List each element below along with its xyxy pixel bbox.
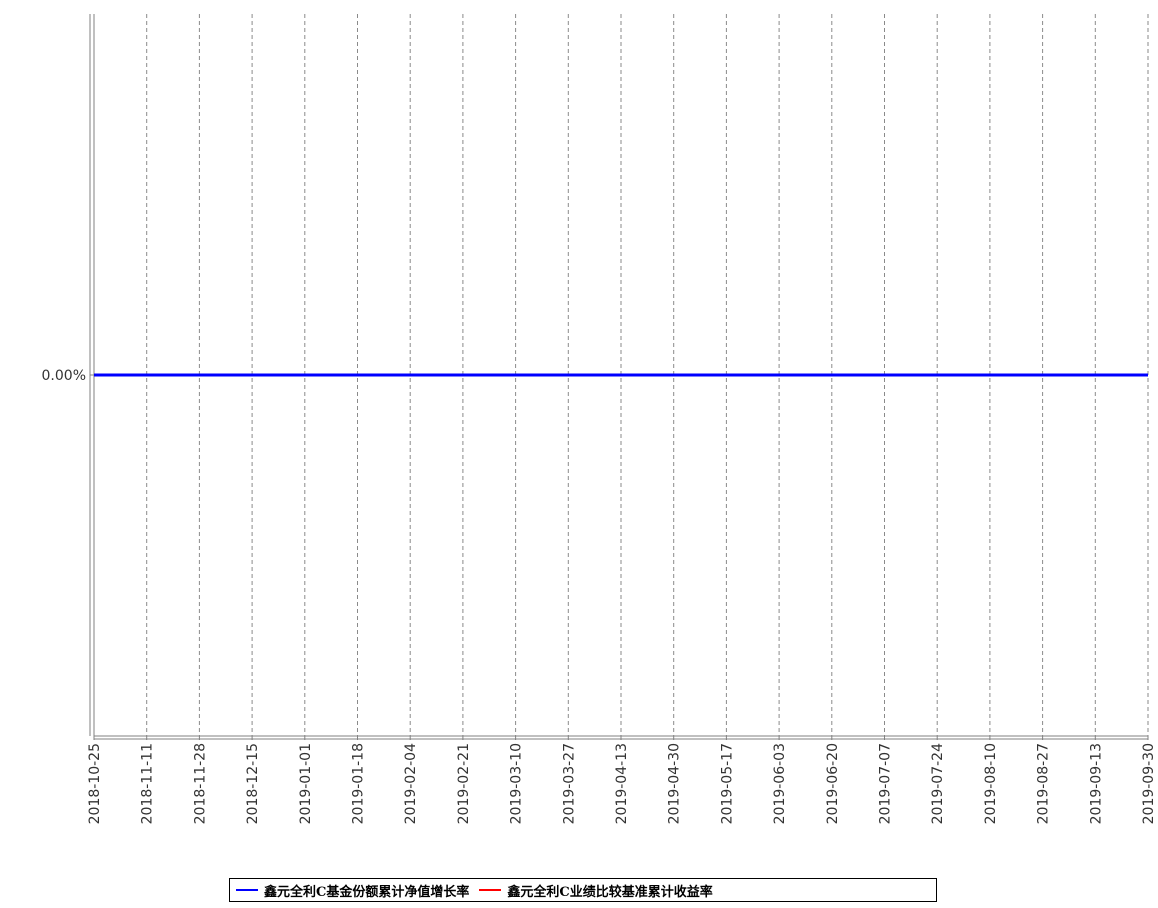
- x-tick-label: 2018-10-25: [87, 743, 103, 824]
- legend-label-nav-growth: 鑫元全利C基金份额累计净值增长率: [264, 884, 470, 900]
- x-tick-label: 2019-05-17: [719, 743, 735, 824]
- legend-swatch-red: [479, 889, 502, 891]
- x-tick-label: 2018-11-11: [140, 743, 156, 824]
- legend-label-benchmark: 鑫元全利C业绩比较基准累计收益率: [507, 884, 713, 900]
- x-tick-label: 2019-03-10: [509, 743, 525, 824]
- x-tick-label: 2019-01-18: [351, 743, 367, 824]
- x-tick-label: 2019-04-30: [667, 743, 683, 824]
- x-tick-label: 2019-06-03: [772, 743, 788, 824]
- x-tick-label: 2019-02-21: [456, 743, 472, 824]
- x-tick-label: 2019-08-10: [983, 743, 999, 824]
- x-tick-label: 2019-07-07: [878, 743, 894, 824]
- x-tick-label: 2019-07-24: [930, 743, 946, 824]
- x-tick-label: 2019-04-13: [614, 743, 630, 824]
- legend-item-nav-growth: 鑫元全利C基金份额累计净值增长率: [236, 881, 469, 900]
- x-tick-label: 2018-12-15: [245, 743, 261, 824]
- x-tick-label: 2019-09-30: [1141, 743, 1157, 824]
- x-tick-label: 2019-06-20: [825, 743, 841, 824]
- legend-item-benchmark: 鑫元全利C业绩比较基准累计收益率: [479, 881, 713, 900]
- x-tick-label: 2019-01-01: [298, 743, 314, 824]
- x-tick-label: 2019-09-13: [1088, 743, 1104, 824]
- x-tick-label: 2018-11-28: [192, 743, 208, 824]
- legend: 鑫元全利C基金份额累计净值增长率 鑫元全利C业绩比较基准累计收益率: [229, 878, 937, 902]
- y-tick-label: 0.00%: [42, 368, 86, 384]
- x-tick-label: 2019-02-04: [403, 743, 419, 824]
- x-tick-label: 2019-08-27: [1036, 743, 1052, 824]
- x-tick-label: 2019-03-27: [561, 743, 577, 824]
- legend-swatch-blue: [236, 889, 258, 891]
